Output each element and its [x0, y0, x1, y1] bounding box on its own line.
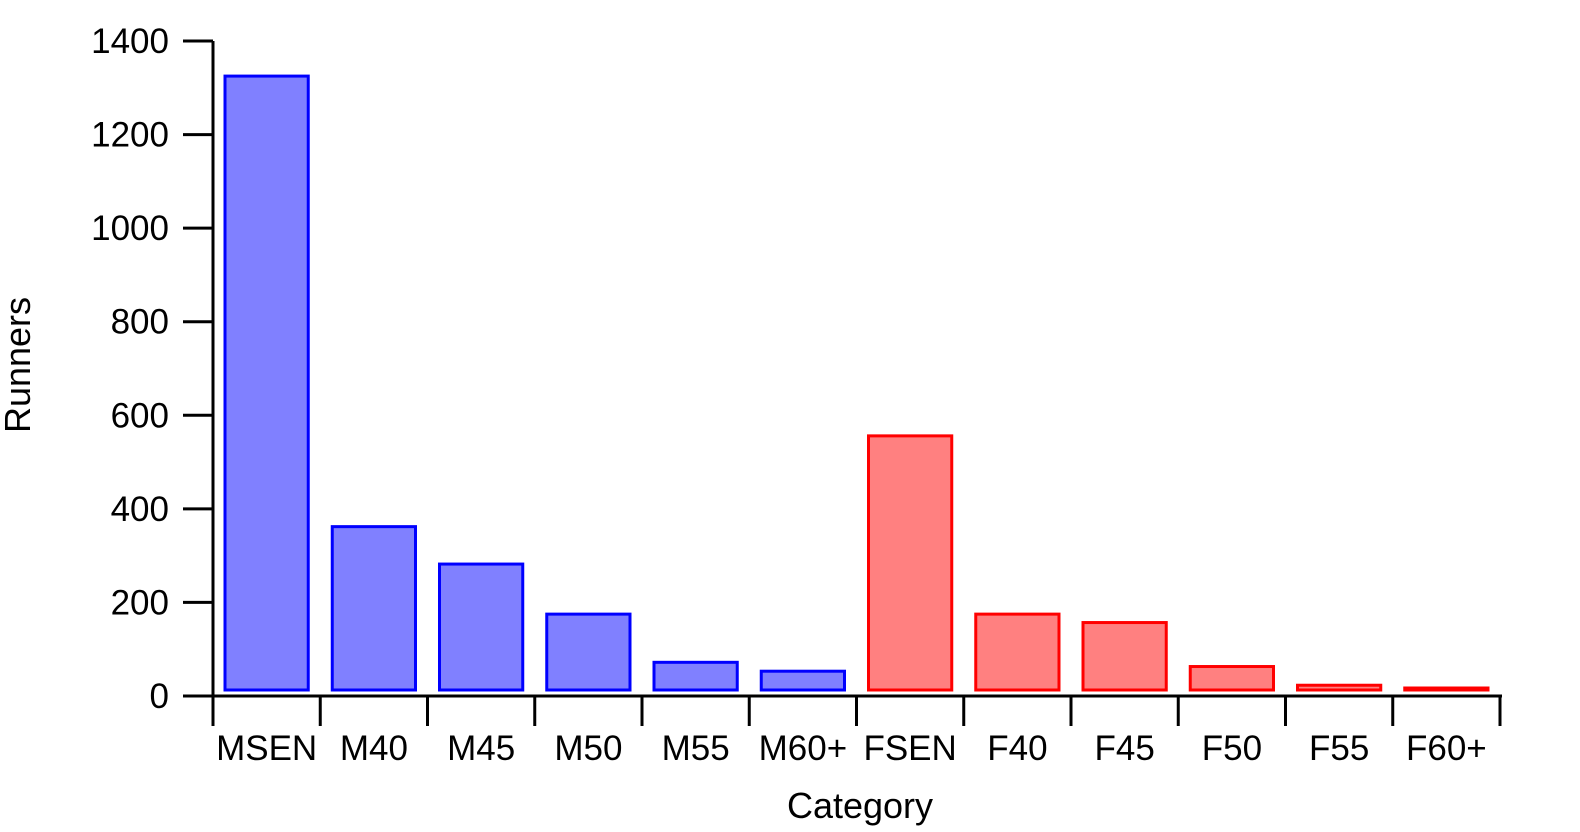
x-tick-label: M50 [554, 729, 622, 768]
x-tick-label: M40 [340, 729, 408, 768]
bar-m55 [652, 660, 739, 692]
x-tick-label: M60+ [759, 729, 848, 768]
bar-f40 [974, 612, 1061, 692]
x-tick-label: F45 [1094, 729, 1154, 768]
y-tick-label: 800 [111, 303, 169, 342]
bar-m50 [545, 612, 632, 692]
x-axis-title: Category [787, 785, 933, 826]
x-tick-label: F40 [987, 729, 1047, 768]
bar-m40 [330, 525, 417, 692]
bar-fsen [867, 434, 954, 692]
y-tick-label: 0 [150, 677, 169, 716]
x-tick-label: F55 [1309, 729, 1369, 768]
x-tick-label: F60+ [1406, 729, 1487, 768]
bar-msen [223, 74, 310, 692]
x-tick-label: M45 [447, 729, 515, 768]
bar-f50 [1188, 665, 1275, 692]
bar-f60-plus [1403, 686, 1490, 692]
x-axis: MSEN M40 M45 M50 M55 M60+ FSEN F40 F45 F50 F55 F60+ [211, 694, 1502, 768]
x-tick-label: F50 [1202, 729, 1262, 768]
y-tick-label: 1200 [91, 116, 169, 155]
bars [223, 74, 1490, 692]
bar-f45 [1081, 621, 1168, 692]
bar-m45 [438, 562, 525, 692]
y-tick-label: 400 [111, 490, 169, 529]
x-tick-label: M55 [662, 729, 730, 768]
bar-f55 [1296, 683, 1383, 692]
y-tick-label: 1000 [91, 209, 169, 248]
x-tick-label: MSEN [216, 729, 317, 768]
y-axis-title: Runners [0, 297, 38, 433]
bar-m60-plus [759, 669, 846, 692]
y-tick-label: 200 [111, 583, 169, 622]
y-tick-label: 1400 [91, 22, 169, 61]
y-axis: 0 200 400 600 800 1000 1200 1400 [91, 22, 215, 716]
y-tick-label: 600 [111, 396, 169, 435]
x-tick-label: FSEN [863, 729, 956, 768]
